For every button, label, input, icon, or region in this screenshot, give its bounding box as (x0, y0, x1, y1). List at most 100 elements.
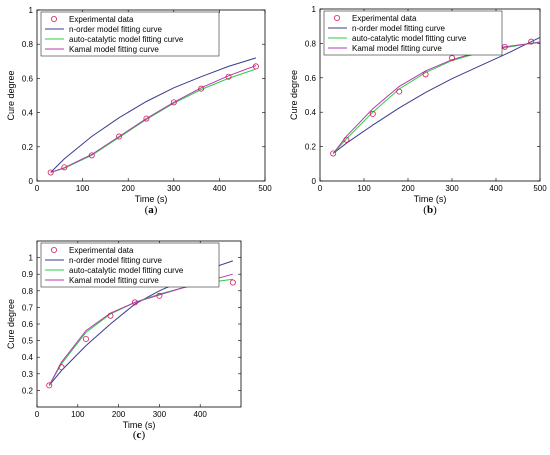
data-point (229, 279, 236, 286)
x-tick-label: 200 (401, 184, 415, 193)
x-tick-label: 0 (35, 184, 40, 193)
x-tick-label: 400 (194, 410, 208, 419)
y-tick-label: 0.6 (22, 74, 34, 83)
data-point (448, 55, 455, 62)
data-point (343, 136, 350, 143)
panel-label-letter: a (148, 204, 154, 216)
series-line-2 (48, 278, 233, 386)
plot-frame (36, 9, 266, 182)
data-point (528, 38, 535, 45)
x-tick-label: 300 (153, 410, 167, 419)
panel-label: (b) (423, 204, 437, 216)
y-tick-label: 0.4 (305, 108, 317, 117)
series-line-3 (48, 273, 233, 386)
legend-marker (333, 14, 340, 21)
legend-box (323, 10, 503, 56)
y-tick-label: 0.8 (305, 39, 317, 48)
data-point (369, 110, 376, 117)
x-tick-label: 100 (76, 184, 90, 193)
data-point (107, 312, 114, 319)
legend-label: Kamal model fitting curve (69, 276, 159, 285)
y-tick-label: 1 (312, 5, 317, 14)
y-tick-label: 0.7 (22, 303, 34, 312)
data-point (61, 164, 68, 171)
x-tick-label: 200 (122, 184, 136, 193)
data-point (116, 133, 123, 140)
legend-box (40, 11, 220, 57)
data-point (156, 292, 163, 299)
panel-label-paren: ( (423, 204, 427, 216)
y-tick-label: 0.8 (22, 287, 34, 296)
x-tick-label: 500 (258, 184, 272, 193)
data-point (46, 382, 53, 389)
y-axis-title: Cure degree (6, 299, 16, 349)
y-tick-label: 0.6 (305, 74, 317, 83)
y-tick-label: 0.4 (22, 109, 34, 118)
y-tick-label: 0.8 (22, 40, 34, 49)
y-tick-label: 0.2 (22, 143, 34, 152)
y-axis-title: Cure degree (289, 70, 299, 120)
y-tick-label: 0.2 (305, 143, 317, 152)
x-tick-label: 400 (213, 184, 227, 193)
data-point (143, 115, 150, 122)
data-point (170, 99, 177, 106)
data-point (422, 71, 429, 78)
data-point (225, 73, 232, 80)
x-tick-label: 0 (318, 184, 323, 193)
y-tick-label: 0 (312, 177, 317, 186)
x-tick-label: 500 (533, 184, 547, 193)
panel-label-paren: ( (145, 204, 149, 216)
legend-label: n-order model fitting curve (352, 24, 445, 33)
data-point (396, 88, 403, 95)
y-axis-title: Cure degree (6, 70, 16, 120)
legend-label: auto-catalytic model fitting curve (69, 35, 184, 44)
y-tick-label: 0.5 (22, 337, 34, 346)
chart-panel-c: 0 100 200 300 400 0.2 0.3 0.4 0.5 0.6 0.7 0.8 0.9 1 Ti… (6, 240, 242, 441)
data-point (198, 85, 205, 92)
panel-label-paren: ) (141, 429, 145, 441)
legend-label: auto-catalytic model fitting curve (352, 34, 467, 43)
data-point (88, 152, 95, 159)
y-tick-label: 0.3 (22, 370, 34, 379)
x-axis-title: Time (s) (123, 420, 156, 430)
legend-label: Experimental data (352, 14, 417, 23)
x-tick-label: 100 (357, 184, 371, 193)
panel-label: (a) (145, 204, 158, 216)
y-tick-label: 0.9 (22, 270, 34, 279)
series-line-3 (50, 65, 257, 173)
y-tick-label: 1 (29, 254, 34, 263)
chart-panel-b: 0 100 200 300 400 500 0 0.2 0.4 0.6 0.8 1 Time (s) Cu… (289, 5, 547, 216)
legend-label: Experimental data (69, 246, 134, 255)
x-axis-title: Time (s) (414, 194, 447, 204)
y-tick-label: 0.4 (22, 353, 34, 362)
data-point (252, 63, 259, 70)
panel-label-paren: ( (133, 429, 137, 441)
legend-label: auto-catalytic model fitting curve (69, 266, 184, 275)
legend-box (40, 242, 220, 288)
legend-label: Kamal model fitting curve (352, 44, 442, 53)
data-point (82, 335, 89, 342)
x-tick-label: 100 (71, 410, 85, 419)
x-tick-label: 300 (167, 184, 181, 193)
data-point (58, 364, 65, 371)
legend-label: Experimental data (69, 15, 134, 24)
plot-frame (319, 8, 541, 182)
y-tick-label: 0 (29, 177, 34, 186)
legend-label: Kamal model fitting curve (69, 45, 159, 54)
panel-label: (c) (133, 429, 146, 441)
y-tick-label: 0.2 (22, 386, 34, 395)
legend-label: n-order model fitting curve (69, 256, 162, 265)
x-axis-title: Time (s) (135, 194, 168, 204)
x-tick-label: 200 (112, 410, 126, 419)
x-tick-label: 300 (445, 184, 459, 193)
panel-label-letter: c (137, 429, 142, 441)
x-tick-label: 0 (35, 410, 40, 419)
panel-label-letter: b (427, 204, 433, 216)
x-tick-label: 400 (489, 184, 503, 193)
series-line-2 (332, 41, 541, 154)
y-tick-label: 1 (29, 6, 34, 15)
data-point (131, 299, 138, 306)
